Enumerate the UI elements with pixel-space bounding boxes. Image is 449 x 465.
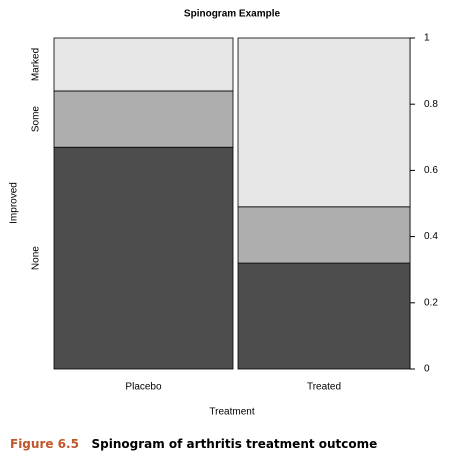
y-tick-label: 0 [424, 364, 430, 375]
chart-title: Spinogram Example [184, 9, 281, 20]
y-category-label: None [31, 246, 42, 270]
caption-label: Figure 6.5 [10, 437, 79, 451]
y-tick-label: 0.6 [424, 165, 438, 176]
y-category-label: Marked [31, 48, 42, 81]
segment [237, 206, 411, 264]
chart: Spinogram Example Treatment Improved 0 0.… [9, 9, 439, 418]
y-category-label: Some [31, 106, 42, 133]
x-tick-label: Treated [307, 382, 341, 393]
y-tick-label: 0.4 [424, 231, 438, 242]
y-tick-label: 0.2 [424, 297, 438, 308]
y-tick-label: 1 [424, 33, 430, 44]
segment [53, 90, 234, 148]
caption-text: Spinogram of arthritis treatment outcome [91, 437, 378, 451]
segment [53, 37, 234, 92]
caption: Figure 6.5 Spinogram of arthritis treatm… [10, 437, 377, 451]
segment [53, 146, 234, 370]
y-tick-label: 0.8 [424, 99, 438, 110]
x-tick-label: Placebo [125, 382, 162, 393]
y-axis-label: Improved [9, 182, 20, 224]
x-axis-label: Treatment [209, 407, 254, 418]
segment [237, 262, 411, 370]
segment [237, 37, 411, 208]
